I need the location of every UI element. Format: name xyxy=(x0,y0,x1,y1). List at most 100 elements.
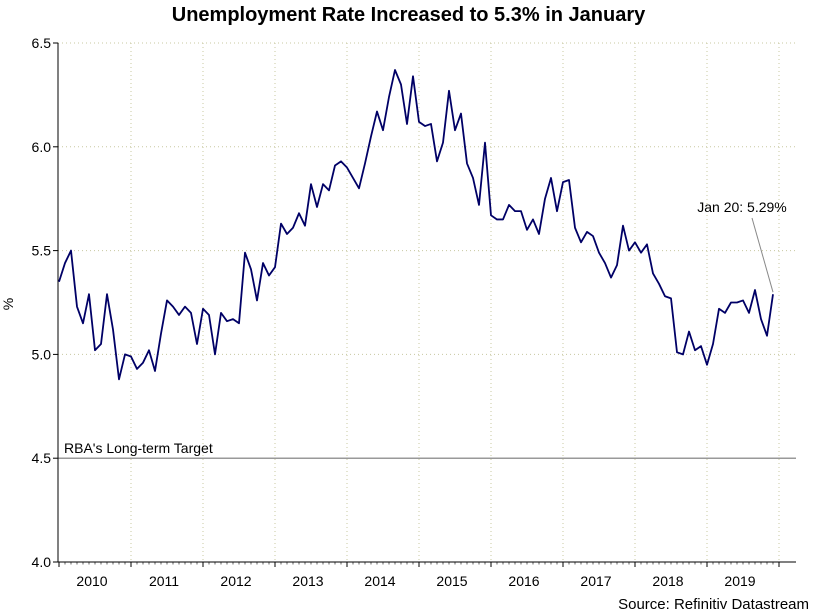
data-point xyxy=(670,297,672,299)
data-point xyxy=(190,312,192,314)
data-point xyxy=(334,164,336,166)
data-point xyxy=(616,264,618,266)
data-point xyxy=(256,299,258,301)
data-point xyxy=(508,204,510,206)
data-point xyxy=(82,322,84,324)
data-point xyxy=(592,235,594,237)
chart-title: Unemployment Rate Increased to 5.3% in J… xyxy=(171,4,646,26)
data-point xyxy=(316,206,318,208)
x-tick-label: 2019 xyxy=(724,573,755,589)
data-point xyxy=(358,187,360,189)
data-point xyxy=(724,312,726,314)
data-point xyxy=(328,189,330,191)
axes: 4.0 4.5 5.0 5.5 6.0 6.5 2010 2011 2012 2013 2014 20… xyxy=(32,35,796,589)
data-point xyxy=(412,75,414,77)
data-point xyxy=(238,322,240,324)
data-point xyxy=(556,210,558,212)
data-point xyxy=(244,252,246,254)
data-point xyxy=(574,227,576,229)
data-point xyxy=(502,218,504,220)
x-tick-label: 2012 xyxy=(220,573,251,589)
data-point xyxy=(682,353,684,355)
data-point xyxy=(460,113,462,115)
data-point xyxy=(148,349,150,351)
annotation-leader xyxy=(751,217,774,293)
data-point xyxy=(166,299,168,301)
data-point xyxy=(568,179,570,181)
y-axis-label: % xyxy=(0,298,16,310)
data-point xyxy=(304,225,306,227)
data-point xyxy=(262,262,264,264)
annotation-group: Jan 20: 5.29% xyxy=(697,199,787,293)
data-point xyxy=(94,349,96,351)
data-point xyxy=(370,135,372,137)
data-point xyxy=(394,69,396,71)
data-point xyxy=(538,233,540,235)
x-tick-label: 2017 xyxy=(580,573,611,589)
x-tick-label: 2018 xyxy=(652,573,683,589)
data-point xyxy=(382,129,384,131)
data-point xyxy=(652,272,654,274)
data-point xyxy=(772,293,774,295)
data-point xyxy=(202,308,204,310)
data-point xyxy=(586,231,588,233)
data-point xyxy=(286,233,288,235)
data-point xyxy=(472,177,474,179)
data-point xyxy=(622,225,624,227)
data-point xyxy=(142,362,144,364)
data-point xyxy=(730,302,732,304)
data-point xyxy=(436,160,438,162)
data-point xyxy=(424,125,426,127)
reference-line-group: RBA's Long-term Target xyxy=(58,440,796,459)
data-point xyxy=(70,250,72,252)
data-point xyxy=(448,90,450,92)
data-point xyxy=(208,314,210,316)
data-point xyxy=(676,351,678,353)
data-point xyxy=(388,96,390,98)
y-tick-label: 6.5 xyxy=(32,35,52,51)
data-point xyxy=(466,162,468,164)
data-point xyxy=(136,368,138,370)
data-point xyxy=(400,84,402,86)
reference-line-label: RBA's Long-term Target xyxy=(64,440,213,456)
data-point xyxy=(280,223,282,225)
data-point xyxy=(532,218,534,220)
data-point xyxy=(604,262,606,264)
data-point xyxy=(172,306,174,308)
data-point xyxy=(496,218,498,220)
data-point xyxy=(736,302,738,304)
data-point xyxy=(340,160,342,162)
grid xyxy=(58,42,796,562)
data-point xyxy=(268,275,270,277)
annotation-label: Jan 20: 5.29% xyxy=(697,199,787,215)
data-point xyxy=(454,129,456,131)
data-point xyxy=(658,283,660,285)
x-tick-label: 2013 xyxy=(292,573,323,589)
data-point xyxy=(418,121,420,123)
data-point xyxy=(124,353,126,355)
data-point xyxy=(484,142,486,144)
data-point xyxy=(490,214,492,216)
data-point xyxy=(322,183,324,185)
data-point xyxy=(118,378,120,380)
y-tick-label: 4.0 xyxy=(32,554,52,570)
data-point xyxy=(292,227,294,229)
y-tick-label: 4.5 xyxy=(32,450,52,466)
data-point xyxy=(610,277,612,279)
series-group xyxy=(58,69,774,381)
source-note: Source: Refinitiv Datastream xyxy=(618,596,809,613)
data-point xyxy=(352,177,354,179)
x-tick-label: 2015 xyxy=(436,573,467,589)
data-point xyxy=(598,252,600,254)
data-point xyxy=(364,162,366,164)
data-point xyxy=(130,355,132,357)
data-point xyxy=(700,345,702,347)
data-point xyxy=(760,318,762,320)
data-point xyxy=(748,312,750,314)
x-tick-label: 2016 xyxy=(508,573,539,589)
data-point xyxy=(214,353,216,355)
y-tick-label: 5.5 xyxy=(32,243,52,259)
y-tick-label: 5.0 xyxy=(32,346,52,362)
data-point xyxy=(376,111,378,113)
data-point xyxy=(184,306,186,308)
